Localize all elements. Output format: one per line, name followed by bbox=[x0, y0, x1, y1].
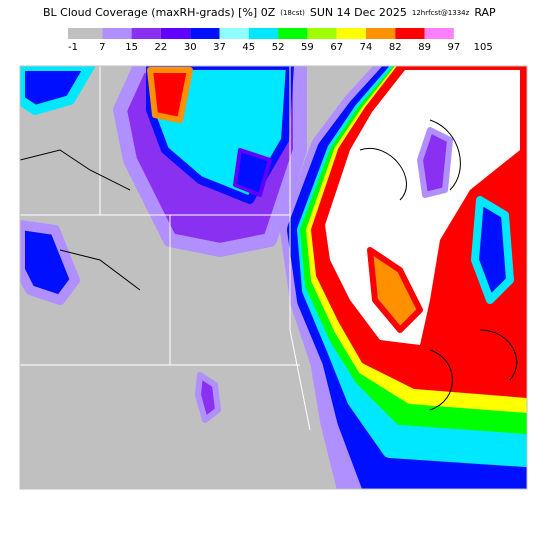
legend-label: 59 bbox=[301, 42, 314, 53]
legend-label: 105 bbox=[474, 42, 493, 53]
legend-swatch bbox=[219, 28, 249, 39]
title-segment: SUN 14 Dec 2025 bbox=[310, 6, 407, 19]
legend-label: 37 bbox=[213, 42, 226, 53]
legend-label: 89 bbox=[418, 42, 431, 53]
legend-label: 30 bbox=[184, 42, 197, 53]
state-borders bbox=[20, 66, 311, 431]
legend-swatch bbox=[278, 28, 308, 39]
legend-swatch bbox=[131, 28, 161, 39]
cloud-north bbox=[20, 66, 307, 423]
legend-swatch bbox=[248, 28, 279, 39]
legend-label: 67 bbox=[330, 42, 343, 53]
map-frame bbox=[19, 65, 528, 490]
legend-swatch bbox=[366, 28, 396, 39]
title-segment: 12hrfcst@1334z bbox=[412, 9, 470, 17]
legend-swatch bbox=[336, 28, 366, 39]
legend-label: 97 bbox=[448, 42, 461, 53]
legend-swatch bbox=[160, 28, 191, 39]
legend-label: 7 bbox=[99, 42, 105, 53]
title-segment: BL Cloud Coverage (maxRH-grads) [%] 0Z bbox=[43, 6, 276, 19]
legend-swatch bbox=[190, 28, 220, 39]
legend-label: 15 bbox=[125, 42, 138, 53]
legend-label: 52 bbox=[272, 42, 285, 53]
cloud-east bbox=[280, 66, 527, 489]
legend-label: 82 bbox=[389, 42, 402, 53]
legend-label: 74 bbox=[360, 42, 373, 53]
title-segment: RAP bbox=[474, 6, 496, 19]
legend-swatch bbox=[395, 28, 425, 39]
county-lines bbox=[20, 119, 518, 411]
legend-swatch bbox=[453, 28, 484, 39]
legend-swatch bbox=[68, 28, 103, 39]
title-segment: (18cst) bbox=[280, 9, 305, 17]
map bbox=[19, 65, 528, 490]
legend-label: -1 bbox=[68, 42, 78, 53]
legend-swatch bbox=[307, 28, 337, 39]
legend-label: 45 bbox=[242, 42, 255, 53]
legend-label: 22 bbox=[155, 42, 168, 53]
map-field bbox=[20, 66, 527, 489]
legend-swatch bbox=[424, 28, 454, 39]
legend-swatch bbox=[102, 28, 132, 39]
